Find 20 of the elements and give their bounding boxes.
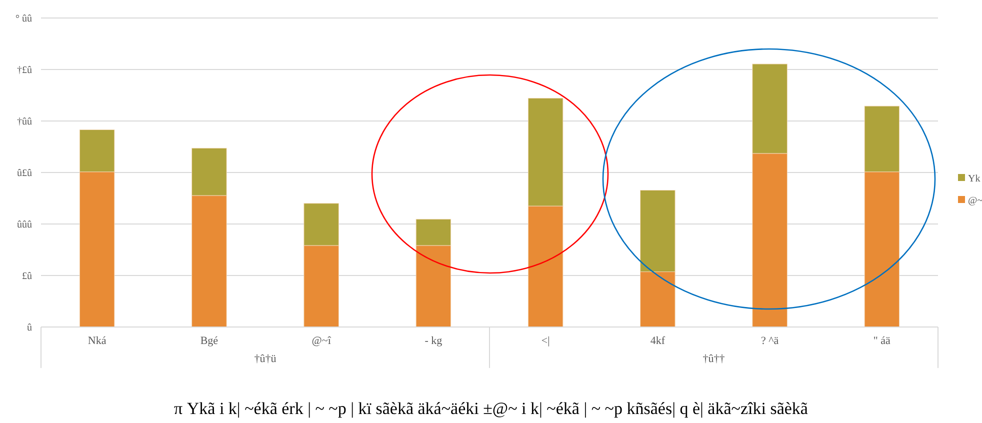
text: ° ûû [16, 14, 32, 24]
legend-label: Yk [968, 174, 980, 184]
x-tick-label: @~î [312, 335, 332, 347]
x-tick-label: " áä [873, 335, 891, 347]
text: £û [22, 271, 32, 282]
x-tick-label: 4kf [650, 335, 666, 347]
x-tick-label: <| [541, 335, 550, 347]
text: û£û [17, 168, 32, 179]
text: †û†† [702, 353, 726, 365]
text: †ûû [17, 116, 32, 128]
x-tick-label: Nká [88, 335, 106, 347]
text: †û†ü [254, 353, 277, 365]
legend-label: @~ [968, 196, 982, 206]
x-tick-label: - kg [424, 335, 443, 347]
text: †£û [17, 65, 32, 76]
x-tick-label: Bgé [200, 335, 218, 347]
x-tick-label: ? ^ä [760, 335, 779, 347]
text: ûûû [17, 220, 32, 230]
text: π Ykã i k| ~ékã érk | ~ ~p | kï sãèkã äká~äéki ±@~ i k| ~ékã | ~ ~p kñsãés| q è| äkã~zîki sãèkã [174, 399, 808, 418]
text: û [27, 322, 32, 334]
